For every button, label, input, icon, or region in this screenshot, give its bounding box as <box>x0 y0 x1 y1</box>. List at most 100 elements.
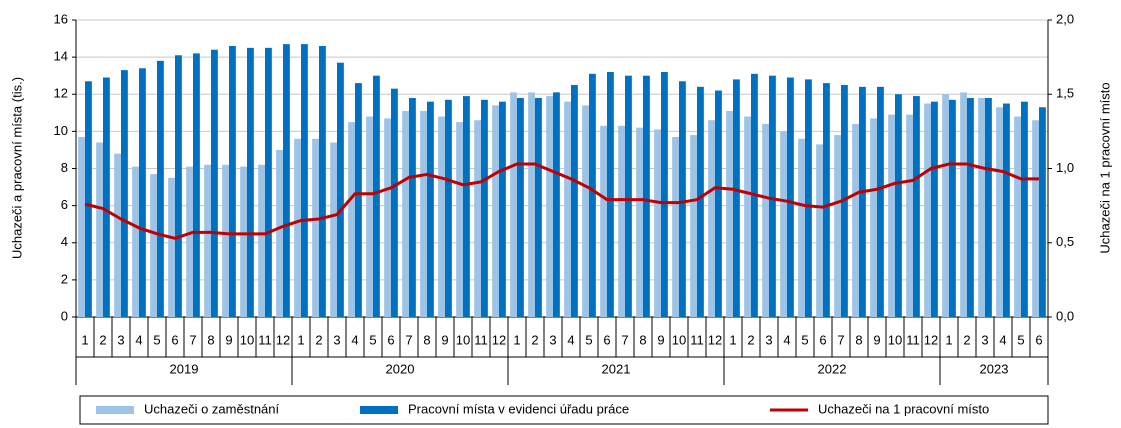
bar <box>1014 116 1021 318</box>
x-tick-label: 2 <box>963 332 970 347</box>
bar <box>942 94 949 317</box>
bar <box>384 118 391 317</box>
bar <box>402 110 409 317</box>
bar <box>193 53 200 317</box>
bar <box>409 97 416 318</box>
bar <box>553 92 560 317</box>
bar <box>906 114 913 317</box>
bar <box>474 120 481 317</box>
x-tick-label: 9 <box>657 332 664 347</box>
bar <box>211 49 218 317</box>
y2-tick-label: 0,5 <box>1056 234 1074 249</box>
bar <box>247 47 254 317</box>
bar <box>265 47 272 317</box>
x-tick-label: 7 <box>837 332 844 347</box>
bar <box>528 92 535 317</box>
bar <box>283 44 290 317</box>
bar <box>870 118 877 317</box>
bar <box>672 136 679 317</box>
bar <box>780 131 787 317</box>
x-tick-label: 2 <box>747 332 754 347</box>
bar <box>582 105 589 317</box>
x-tick-label: 1 <box>513 332 520 347</box>
bar <box>168 177 175 317</box>
bar <box>636 127 643 317</box>
bar <box>805 79 812 318</box>
bar <box>276 149 283 317</box>
bar <box>1003 103 1010 317</box>
y-tick-label: 2 <box>61 271 68 286</box>
bar <box>733 79 740 318</box>
x-tick-label: 5 <box>585 332 592 347</box>
x-tick-label: 1 <box>297 332 304 347</box>
bar <box>834 135 841 317</box>
bar <box>391 88 398 318</box>
y-tick-label: 14 <box>54 49 68 64</box>
x-tick-label: 1 <box>729 332 736 347</box>
bar <box>726 110 733 317</box>
year-label: 2022 <box>818 361 847 376</box>
bar <box>294 138 301 317</box>
bar <box>823 83 830 317</box>
bar <box>654 129 661 317</box>
bar <box>222 164 229 317</box>
x-tick-label: 3 <box>549 332 556 347</box>
x-tick-label: 2 <box>99 332 106 347</box>
y2-tick-label: 1,0 <box>1056 160 1074 175</box>
bar <box>348 122 355 317</box>
bar <box>978 97 985 318</box>
bar <box>816 144 823 317</box>
x-tick-label: 6 <box>171 332 178 347</box>
bar <box>877 86 884 317</box>
year-label: 2023 <box>980 361 1009 376</box>
bar <box>618 125 625 318</box>
line-series <box>84 162 1039 240</box>
bar <box>420 110 427 317</box>
x-tick-label: 3 <box>333 332 340 347</box>
bar <box>186 166 193 317</box>
bar <box>492 105 499 317</box>
bar <box>175 55 182 318</box>
legend-label: Pracovní místa v evidenci úřadu práce <box>408 401 629 416</box>
bar <box>499 101 506 317</box>
x-tick-label: 5 <box>153 332 160 347</box>
bar <box>258 164 265 317</box>
x-tick-label: 4 <box>135 332 142 347</box>
bar <box>517 97 524 318</box>
y-tick-label: 10 <box>54 123 68 138</box>
bar <box>949 99 956 317</box>
legend-label: Uchazeči o zaměstnání <box>144 401 280 416</box>
x-tick-label: 12 <box>492 332 506 347</box>
x-tick-label: 6 <box>603 332 610 347</box>
bar <box>319 45 326 318</box>
bar <box>769 75 776 317</box>
bar <box>157 60 164 318</box>
bar <box>121 70 128 318</box>
x-tick-label: 8 <box>207 332 214 347</box>
bar <box>625 75 632 317</box>
bar <box>114 153 121 317</box>
bar <box>337 62 344 317</box>
x-tick-label: 11 <box>906 332 920 347</box>
y-tick-label: 6 <box>61 197 68 212</box>
x-tick-label: 12 <box>276 332 290 347</box>
bar <box>859 86 866 317</box>
x-tick-label: 11 <box>258 332 272 347</box>
x-tick-label: 10 <box>888 332 902 347</box>
bar <box>355 83 362 317</box>
bar <box>589 73 596 317</box>
x-tick-label: 11 <box>690 332 704 347</box>
x-tick-label: 9 <box>441 332 448 347</box>
bar <box>895 94 902 317</box>
y2-tick-label: 2,0 <box>1056 11 1074 26</box>
x-tick-label: 6 <box>1035 332 1042 347</box>
bar <box>913 96 920 317</box>
y-tick-label: 4 <box>61 234 68 249</box>
bar <box>967 97 974 318</box>
y2-axis-title: Uchazeči na 1 pracovní místo <box>1097 82 1112 253</box>
legend-box <box>79 395 1049 425</box>
bar <box>643 75 650 317</box>
bar <box>150 174 157 317</box>
bar <box>78 136 85 317</box>
bar <box>697 86 704 317</box>
